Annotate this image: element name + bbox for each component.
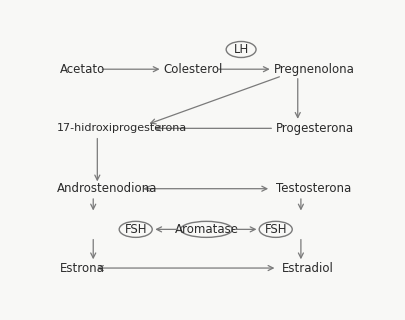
Text: Androstenodiona: Androstenodiona: [57, 182, 157, 195]
Text: Estradiol: Estradiol: [281, 261, 333, 275]
Text: Pregnenolona: Pregnenolona: [273, 63, 354, 76]
Text: Aromatase: Aromatase: [174, 223, 238, 236]
Text: Testosterona: Testosterona: [275, 182, 350, 195]
Text: 17-hidroxiprogesterona: 17-hidroxiprogesterona: [57, 123, 187, 133]
Text: Estrona: Estrona: [60, 261, 105, 275]
Text: FSH: FSH: [124, 223, 147, 236]
Text: Progesterona: Progesterona: [275, 122, 353, 135]
Text: LH: LH: [233, 43, 248, 56]
Text: Colesterol: Colesterol: [163, 63, 222, 76]
Text: Acetato: Acetato: [60, 63, 105, 76]
Text: FSH: FSH: [264, 223, 286, 236]
